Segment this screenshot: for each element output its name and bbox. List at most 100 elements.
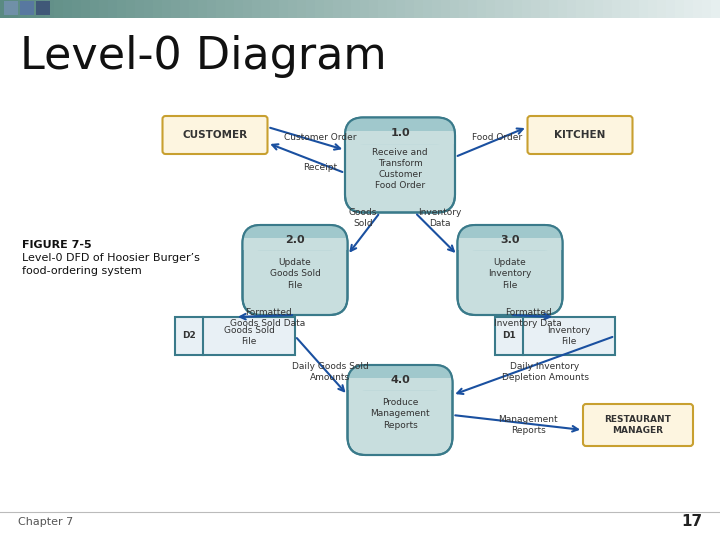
Bar bbox=[513, 0, 523, 18]
Bar bbox=[549, 0, 559, 18]
Text: RESTAURANT
MANAGER: RESTAURANT MANAGER bbox=[605, 415, 672, 435]
FancyBboxPatch shape bbox=[457, 225, 562, 315]
Bar bbox=[342, 0, 352, 18]
Bar bbox=[81, 0, 91, 18]
Bar bbox=[684, 0, 694, 18]
Bar bbox=[457, 238, 562, 250]
Bar bbox=[270, 0, 280, 18]
Text: Inventory
File: Inventory File bbox=[547, 326, 590, 346]
Bar bbox=[585, 0, 595, 18]
FancyBboxPatch shape bbox=[348, 365, 452, 390]
Text: Level-0 DFD of Hoosier Burger’s
food-ordering system: Level-0 DFD of Hoosier Burger’s food-ord… bbox=[22, 253, 200, 276]
Bar bbox=[702, 0, 712, 18]
Bar bbox=[486, 0, 496, 18]
FancyBboxPatch shape bbox=[583, 404, 693, 446]
Bar bbox=[567, 0, 577, 18]
Bar bbox=[324, 0, 334, 18]
Bar bbox=[405, 0, 415, 18]
Bar bbox=[63, 0, 73, 18]
Bar bbox=[378, 0, 388, 18]
Text: Goods Sold
File: Goods Sold File bbox=[224, 326, 274, 346]
Bar bbox=[414, 0, 424, 18]
FancyBboxPatch shape bbox=[345, 118, 455, 144]
Bar bbox=[621, 0, 631, 18]
Text: D2: D2 bbox=[182, 332, 196, 341]
Text: 3.0: 3.0 bbox=[500, 235, 520, 245]
Bar bbox=[297, 0, 307, 18]
Bar bbox=[45, 0, 55, 18]
Text: Inventory
Data: Inventory Data bbox=[418, 208, 462, 228]
Bar bbox=[441, 0, 451, 18]
FancyBboxPatch shape bbox=[243, 225, 348, 315]
Bar bbox=[612, 0, 622, 18]
Bar bbox=[243, 238, 348, 250]
FancyBboxPatch shape bbox=[163, 116, 268, 154]
Bar bbox=[531, 0, 541, 18]
FancyBboxPatch shape bbox=[457, 225, 562, 250]
Text: Formatted
Inventory Data: Formatted Inventory Data bbox=[494, 308, 562, 328]
Bar bbox=[54, 0, 64, 18]
Bar bbox=[396, 0, 406, 18]
Bar bbox=[27, 0, 37, 18]
Bar bbox=[171, 0, 181, 18]
Bar bbox=[675, 0, 685, 18]
FancyBboxPatch shape bbox=[348, 365, 452, 455]
Bar bbox=[477, 0, 487, 18]
Bar bbox=[126, 0, 136, 18]
Bar bbox=[522, 0, 532, 18]
Text: Update
Goods Sold
File: Update Goods Sold File bbox=[269, 259, 320, 289]
Bar bbox=[315, 0, 325, 18]
Bar bbox=[540, 0, 550, 18]
Text: 2.0: 2.0 bbox=[285, 235, 305, 245]
Bar bbox=[180, 0, 190, 18]
Bar bbox=[576, 0, 586, 18]
Bar bbox=[252, 0, 262, 18]
Bar bbox=[261, 0, 271, 18]
Text: Formatted
Goods Sold Data: Formatted Goods Sold Data bbox=[230, 308, 305, 328]
Bar bbox=[135, 0, 145, 18]
Bar bbox=[36, 1, 50, 15]
Text: Daily Goods Sold
Amounts: Daily Goods Sold Amounts bbox=[292, 362, 369, 382]
Bar bbox=[72, 0, 82, 18]
Bar bbox=[450, 0, 460, 18]
Bar bbox=[0, 0, 10, 18]
Bar bbox=[18, 0, 28, 18]
Bar bbox=[175, 317, 295, 355]
Bar bbox=[9, 0, 19, 18]
FancyBboxPatch shape bbox=[528, 116, 632, 154]
Bar bbox=[468, 0, 478, 18]
Bar bbox=[603, 0, 613, 18]
Bar bbox=[504, 0, 514, 18]
Bar bbox=[648, 0, 658, 18]
Bar bbox=[432, 0, 442, 18]
Bar bbox=[348, 377, 452, 390]
Bar bbox=[558, 0, 568, 18]
Bar bbox=[279, 0, 289, 18]
Text: Level-0 Diagram: Level-0 Diagram bbox=[20, 35, 387, 78]
Bar bbox=[495, 0, 505, 18]
Bar bbox=[639, 0, 649, 18]
Text: CUSTOMER: CUSTOMER bbox=[182, 130, 248, 140]
Bar bbox=[108, 0, 118, 18]
Bar bbox=[90, 0, 100, 18]
Bar bbox=[657, 0, 667, 18]
Bar bbox=[351, 0, 361, 18]
Text: 4.0: 4.0 bbox=[390, 375, 410, 385]
Text: Chapter 7: Chapter 7 bbox=[18, 517, 73, 527]
Text: 17: 17 bbox=[681, 515, 702, 530]
Bar bbox=[117, 0, 127, 18]
Bar bbox=[234, 0, 244, 18]
Text: Food Order: Food Order bbox=[472, 133, 522, 143]
Bar bbox=[345, 131, 455, 144]
Text: 1.0: 1.0 bbox=[390, 127, 410, 138]
Bar bbox=[630, 0, 640, 18]
Bar bbox=[459, 0, 469, 18]
Text: Receipt: Receipt bbox=[303, 163, 337, 172]
Text: Daily Inventory
Depletion Amounts: Daily Inventory Depletion Amounts bbox=[502, 362, 588, 382]
FancyBboxPatch shape bbox=[243, 225, 348, 250]
Bar bbox=[666, 0, 676, 18]
Text: Goods
Sold: Goods Sold bbox=[348, 208, 377, 228]
Bar bbox=[360, 0, 370, 18]
Bar bbox=[594, 0, 604, 18]
Bar bbox=[693, 0, 703, 18]
